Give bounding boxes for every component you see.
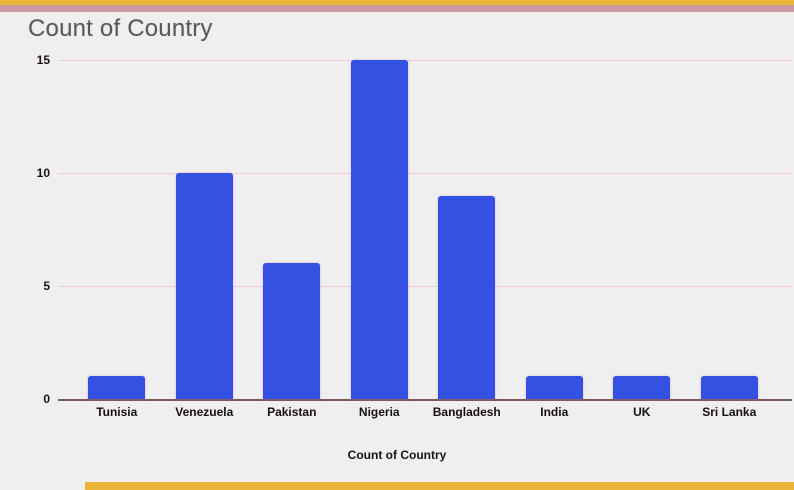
bar-uk [613, 376, 671, 399]
x-category-label-pakistan: Pakistan [267, 405, 317, 419]
x-axis-category-labels: Tunisia Venezuela Pakistan Nigeria Banglades… [73, 405, 773, 419]
x-category-label-sri-lanka: Sri Lanka [702, 405, 757, 419]
x-category-label-india: India [540, 405, 569, 419]
y-tick-label-10: 10 [36, 166, 50, 180]
x-category-label-bangladesh: Bangladesh [432, 405, 501, 419]
x-category-label-nigeria: Nigeria [358, 405, 400, 419]
gridline-5 [58, 286, 792, 287]
bar-pakistan [263, 263, 321, 399]
x-category-label-tunisia: Tunisia [96, 405, 138, 419]
x-axis-title: Count of Country [347, 448, 447, 462]
bar-tunisia [88, 376, 146, 399]
top-accent-stripe-rose [0, 5, 794, 12]
bar-series [73, 60, 773, 399]
gridline-15 [58, 60, 792, 61]
x-category-label-venezuela: Venezuela [175, 405, 234, 419]
x-category-label-uk: UK [633, 405, 651, 419]
bar-sri-lanka [700, 376, 758, 399]
y-tick-label-0: 0 [43, 392, 50, 406]
y-tick-label-5: 5 [43, 279, 50, 293]
bar-nigeria [350, 60, 408, 399]
bar-venezuela [175, 173, 233, 399]
bottom-accent-stripe-yellow [85, 482, 794, 490]
bar-bangladesh [438, 195, 496, 399]
x-axis-line [58, 399, 792, 401]
top-accent-stripe-yellow [0, 0, 794, 5]
chart-title: Count of Country [28, 15, 213, 42]
bar-india [525, 376, 583, 399]
y-tick-label-15: 15 [36, 53, 50, 67]
gridline-10 [58, 173, 792, 174]
